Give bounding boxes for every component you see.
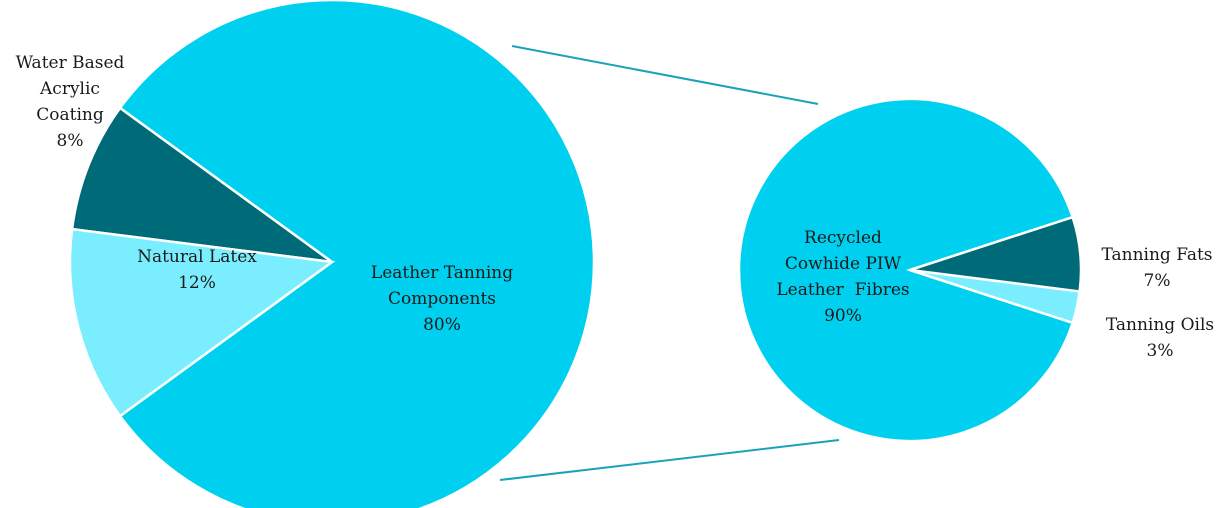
secondary-pie-label-line: Tanning Oils xyxy=(1106,315,1214,335)
secondary-pie-slice-tanning-fats xyxy=(909,215,1083,293)
secondary-pie-label-line: Tanning Fats xyxy=(1101,245,1212,265)
secondary-pie-label-line: Cowhide PIW xyxy=(785,254,902,274)
connector-line-top xyxy=(511,45,819,105)
main-pie-label-line: 12% xyxy=(178,273,216,293)
main-pie-label-line: Leather Tanning xyxy=(371,263,513,283)
secondary-pie-label-line: Leather Fibres xyxy=(776,280,909,300)
main-pie-label-line: 80% xyxy=(423,315,461,335)
main-pie-label-line: Acrylic xyxy=(39,79,100,99)
main-pie-label-line: Components xyxy=(388,289,496,309)
secondary-pie xyxy=(737,97,1083,443)
main-pie-label-water-based-acrylic-coating: Water Based Acrylic Coating 8% xyxy=(16,53,125,151)
main-pie-label-leather-tanning-components: Leather Tanning Components 80% xyxy=(371,263,513,335)
main-pie-slice-water-based-acrylic-coating xyxy=(70,106,333,264)
main-pie-slice-leather-tanning-components xyxy=(118,0,596,508)
secondary-pie-slice-recycled-cowhide-piw-leather-fibres xyxy=(737,97,1075,443)
secondary-pie-label-line: 3% xyxy=(1147,341,1174,361)
main-pie-label-line: Water Based xyxy=(16,53,125,73)
connector-line-bottom xyxy=(499,439,840,481)
secondary-pie-label-line: 7% xyxy=(1144,271,1171,291)
secondary-pie-label-line: 90% xyxy=(824,306,862,326)
pie-labels: Leather Tanning Components 80% Water Based A… xyxy=(16,53,1215,361)
main-pie-label-line: Natural Latex xyxy=(137,247,257,267)
main-pie xyxy=(68,0,596,508)
secondary-pie-label-tanning-oils: Tanning Oils 3% xyxy=(1106,315,1214,361)
main-pie-label-natural-latex: Natural Latex 12% xyxy=(137,247,257,293)
secondary-pie-label-line: Recycled xyxy=(804,228,882,248)
secondary-pie-label-recycled-cowhide-piw-leather-fibres: Recycled Cowhide PIW Leather Fibres 90% xyxy=(776,228,909,326)
pie-connector-lines xyxy=(499,45,840,481)
secondary-pie-label-tanning-fats: Tanning Fats 7% xyxy=(1101,245,1212,291)
main-pie-label-line: 8% xyxy=(57,131,84,151)
main-pie-label-line: Coating xyxy=(36,105,104,125)
main-pie-slice-natural-latex xyxy=(68,227,336,418)
